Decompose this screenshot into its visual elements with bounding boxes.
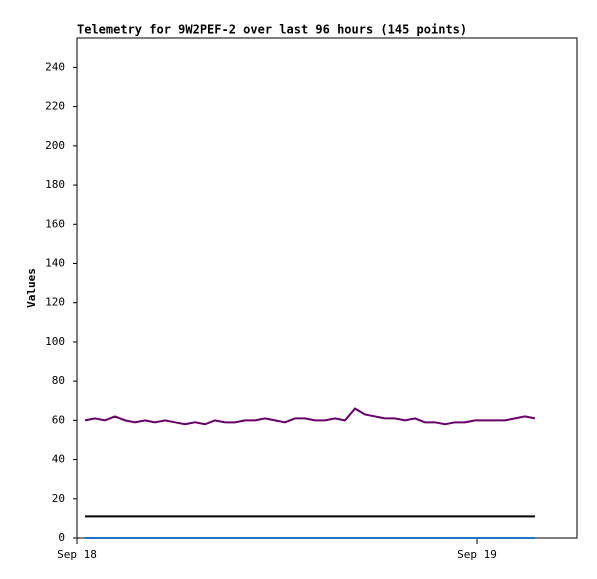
y-tick-label: 240: [45, 60, 65, 73]
x-tick-label: Sep 19: [457, 548, 497, 561]
y-tick-label: 140: [45, 256, 65, 269]
plot-frame: [76, 37, 578, 539]
y-tick-label: 180: [45, 178, 65, 191]
series-line: [84, 407, 536, 426]
y-tick-label: 40: [52, 453, 65, 466]
y-tick-label: 220: [45, 100, 65, 113]
y-tick-label: 20: [52, 492, 65, 505]
y-tick-label: 60: [52, 413, 65, 426]
y-tick-label: 0: [58, 531, 65, 544]
chart-title: Telemetry for 9W2PEF-2 over last 96 hour…: [77, 23, 467, 37]
y-tick-label: 100: [45, 335, 65, 348]
y-tick-label: 120: [45, 296, 65, 309]
y-tick-label: 160: [45, 217, 65, 230]
x-tick-label: Sep 18: [57, 548, 97, 561]
y-axis-label: Values: [25, 268, 38, 308]
y-tick-label: 200: [45, 139, 65, 152]
y-tick-label: 80: [52, 374, 65, 387]
